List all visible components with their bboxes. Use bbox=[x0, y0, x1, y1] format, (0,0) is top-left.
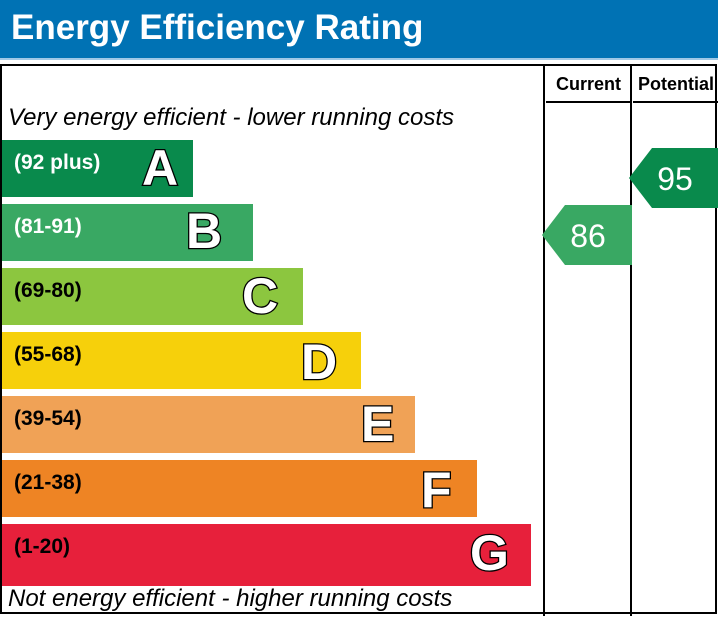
svg-text:G: G bbox=[470, 526, 509, 578]
svg-text:F: F bbox=[421, 463, 452, 515]
svg-text:B: B bbox=[186, 204, 222, 256]
svg-text:A: A bbox=[142, 141, 178, 193]
svg-text:E: E bbox=[361, 397, 394, 449]
svg-text:95: 95 bbox=[657, 161, 693, 197]
svg-text:86: 86 bbox=[570, 218, 606, 254]
svg-text:C: C bbox=[242, 269, 278, 321]
svg-text:D: D bbox=[301, 335, 337, 387]
